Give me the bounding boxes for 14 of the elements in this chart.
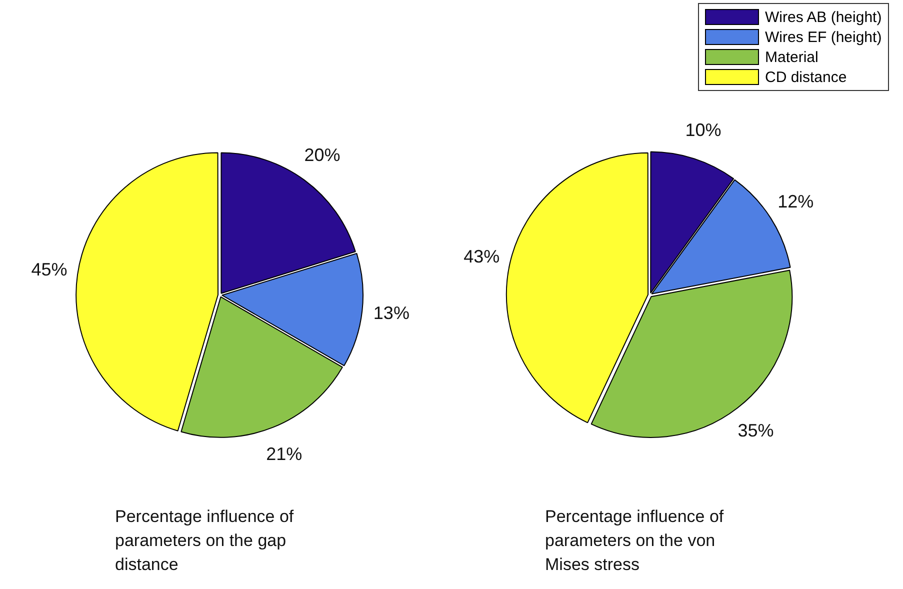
legend-label: Material <box>765 48 818 66</box>
data-label: 45% <box>31 259 68 280</box>
data-label: 10% <box>685 120 722 140</box>
data-label: 21% <box>266 444 302 464</box>
data-label: 35% <box>738 420 774 440</box>
legend-label: Wires AB (height) <box>765 8 882 26</box>
text: Percentage influence of parameters on the von Mises stress <box>545 506 725 576</box>
text: Percentage influence of parameters on the gap distance <box>115 506 295 576</box>
data-label: 13% <box>373 303 410 324</box>
legend-label: CD distance <box>765 68 847 86</box>
data-label: 20% <box>304 145 340 166</box>
legend-label: Wires EF (height) <box>765 28 882 46</box>
data-label: 43% <box>464 246 500 266</box>
data-label: 12% <box>778 192 814 212</box>
